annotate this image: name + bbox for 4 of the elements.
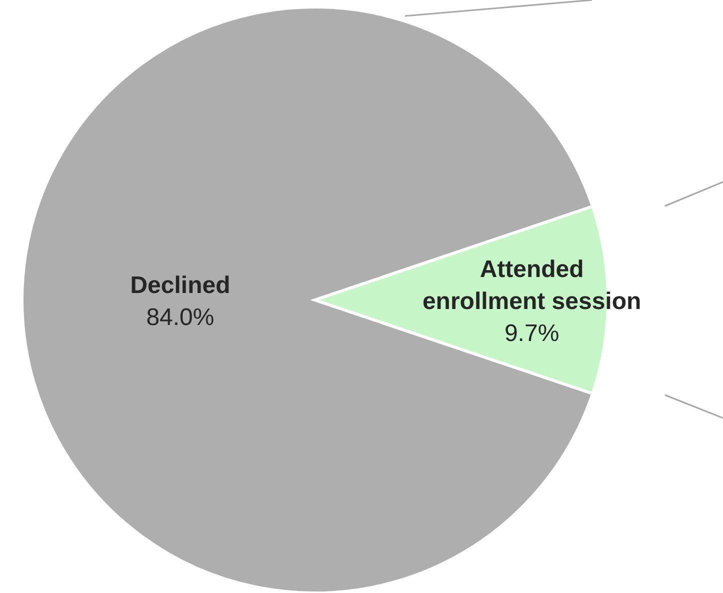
data-label: 84.0% bbox=[146, 304, 214, 331]
slice-label: Declined bbox=[130, 272, 230, 299]
data-label: 9.7% bbox=[504, 320, 560, 347]
slice-label: Attended enrollment session bbox=[422, 256, 642, 315]
